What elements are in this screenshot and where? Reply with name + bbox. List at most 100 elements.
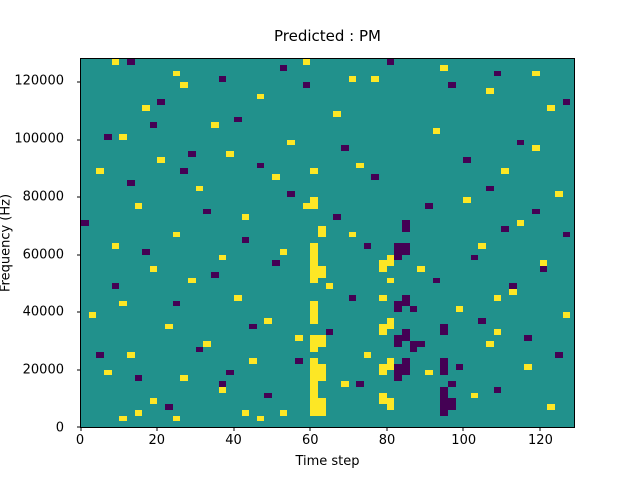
heatmap-cell bbox=[394, 306, 403, 312]
heatmap-cell bbox=[394, 335, 403, 341]
y-tick-label: 0 bbox=[55, 420, 64, 436]
heatmap-cell bbox=[310, 335, 318, 341]
y-tick-mark bbox=[77, 311, 81, 313]
heatmap-cell bbox=[379, 266, 387, 272]
heatmap-cell bbox=[165, 323, 173, 330]
heatmap-cell bbox=[371, 174, 380, 180]
heatmap-cell bbox=[310, 363, 318, 370]
heatmap-cell bbox=[134, 202, 143, 209]
heatmap-cell bbox=[486, 87, 494, 94]
heatmap-cell bbox=[96, 352, 104, 358]
y-tick-label: 120000 bbox=[14, 73, 64, 89]
heatmap-cell bbox=[417, 266, 425, 272]
heatmap-cell bbox=[394, 363, 403, 370]
heatmap-cell bbox=[126, 179, 135, 186]
heatmap-cell bbox=[447, 381, 456, 387]
heatmap-cell bbox=[386, 260, 395, 266]
heatmap-cell bbox=[348, 231, 357, 238]
heatmap-cell bbox=[302, 202, 311, 209]
heatmap-cell bbox=[424, 369, 433, 376]
heatmap-cell bbox=[264, 392, 273, 399]
heatmap-cell bbox=[165, 404, 173, 410]
heatmap-cell bbox=[119, 415, 127, 422]
y-tick-label: 100000 bbox=[14, 131, 64, 147]
heatmap-cell bbox=[340, 145, 349, 151]
heatmap-cell bbox=[516, 139, 525, 146]
heatmap-cell bbox=[493, 294, 502, 301]
heatmap-cell bbox=[310, 404, 318, 410]
y-tick-mark bbox=[77, 369, 81, 370]
heatmap-cell bbox=[348, 76, 357, 82]
x-tick-label: 40 bbox=[225, 433, 242, 448]
heatmap-cell bbox=[402, 335, 410, 341]
heatmap-cell bbox=[409, 340, 418, 347]
heatmap-cell bbox=[539, 266, 548, 272]
heatmap-cell bbox=[134, 375, 143, 381]
x-tick-mark bbox=[80, 427, 82, 431]
y-tick-mark bbox=[77, 196, 81, 198]
heatmap-cell bbox=[440, 369, 448, 376]
heatmap-cell bbox=[402, 225, 410, 232]
heatmap-cell bbox=[348, 294, 357, 301]
heatmap-cell bbox=[379, 363, 387, 370]
heatmap-cell bbox=[562, 231, 571, 238]
heatmap-cell bbox=[272, 174, 280, 180]
heatmap-cell bbox=[310, 277, 318, 284]
heatmap-cell bbox=[379, 398, 387, 404]
heatmap-cell bbox=[88, 312, 97, 318]
heatmap-cell bbox=[440, 358, 448, 364]
y-axis-tick-labels: 0 20000 40000 60000 80000 100000 120000 bbox=[0, 58, 73, 436]
heatmap-cell bbox=[539, 260, 548, 266]
heatmap-cell bbox=[287, 139, 295, 146]
heatmap-cell bbox=[554, 352, 563, 358]
heatmap-cell bbox=[379, 329, 387, 335]
heatmap-cell bbox=[256, 162, 265, 169]
heatmap-cell bbox=[402, 358, 410, 364]
heatmap-cell bbox=[547, 404, 555, 410]
heatmap-cell bbox=[386, 254, 395, 261]
heatmap-cell bbox=[310, 260, 318, 266]
y-tick-label: 60000 bbox=[22, 247, 64, 263]
heatmap-cell bbox=[371, 76, 380, 82]
heatmap-cell bbox=[317, 369, 326, 376]
x-tick-mark bbox=[233, 427, 235, 431]
x-tick-mark bbox=[156, 427, 158, 431]
x-tick-label: 120 bbox=[528, 433, 553, 448]
heatmap-cell bbox=[470, 392, 479, 399]
heatmap-cell bbox=[547, 105, 555, 111]
heatmap-cell bbox=[195, 185, 204, 192]
heatmap-cell bbox=[402, 329, 410, 335]
heatmap-cell bbox=[394, 248, 403, 255]
heatmap-cell bbox=[493, 70, 502, 77]
heatmap-cell bbox=[279, 409, 288, 416]
heatmap-cell bbox=[379, 294, 387, 301]
heatmap-cell bbox=[486, 340, 494, 347]
heatmap-cell bbox=[272, 260, 280, 266]
heatmap-cell bbox=[310, 254, 318, 261]
heatmap-cell bbox=[325, 283, 334, 289]
heatmap-cell bbox=[195, 346, 204, 353]
heatmap-cell bbox=[402, 294, 410, 301]
heatmap-cell bbox=[317, 266, 326, 272]
heatmap-cell bbox=[509, 283, 517, 289]
heatmap-cell bbox=[333, 110, 341, 117]
heatmap-cell bbox=[379, 369, 387, 376]
heatmap-cell bbox=[310, 346, 318, 353]
heatmap-cell bbox=[531, 70, 540, 77]
x-tick-label: 60 bbox=[301, 433, 319, 448]
heatmap-cell bbox=[409, 346, 418, 353]
heatmap-cell bbox=[210, 122, 219, 128]
heatmap-cell bbox=[447, 82, 456, 88]
heatmap-cell bbox=[218, 386, 227, 393]
heatmap-cell bbox=[218, 254, 227, 261]
heatmap-cell bbox=[386, 398, 395, 404]
heatmap-cell bbox=[562, 312, 571, 318]
heatmap-cell bbox=[310, 266, 318, 272]
heatmap-cell bbox=[394, 340, 403, 347]
heatmap-cell bbox=[317, 375, 326, 381]
heatmap-cell bbox=[310, 248, 318, 255]
heatmap-cell bbox=[264, 317, 273, 324]
heatmap-cell bbox=[379, 260, 387, 266]
heatmap-cell bbox=[394, 300, 403, 307]
heatmap-cell bbox=[142, 248, 150, 255]
